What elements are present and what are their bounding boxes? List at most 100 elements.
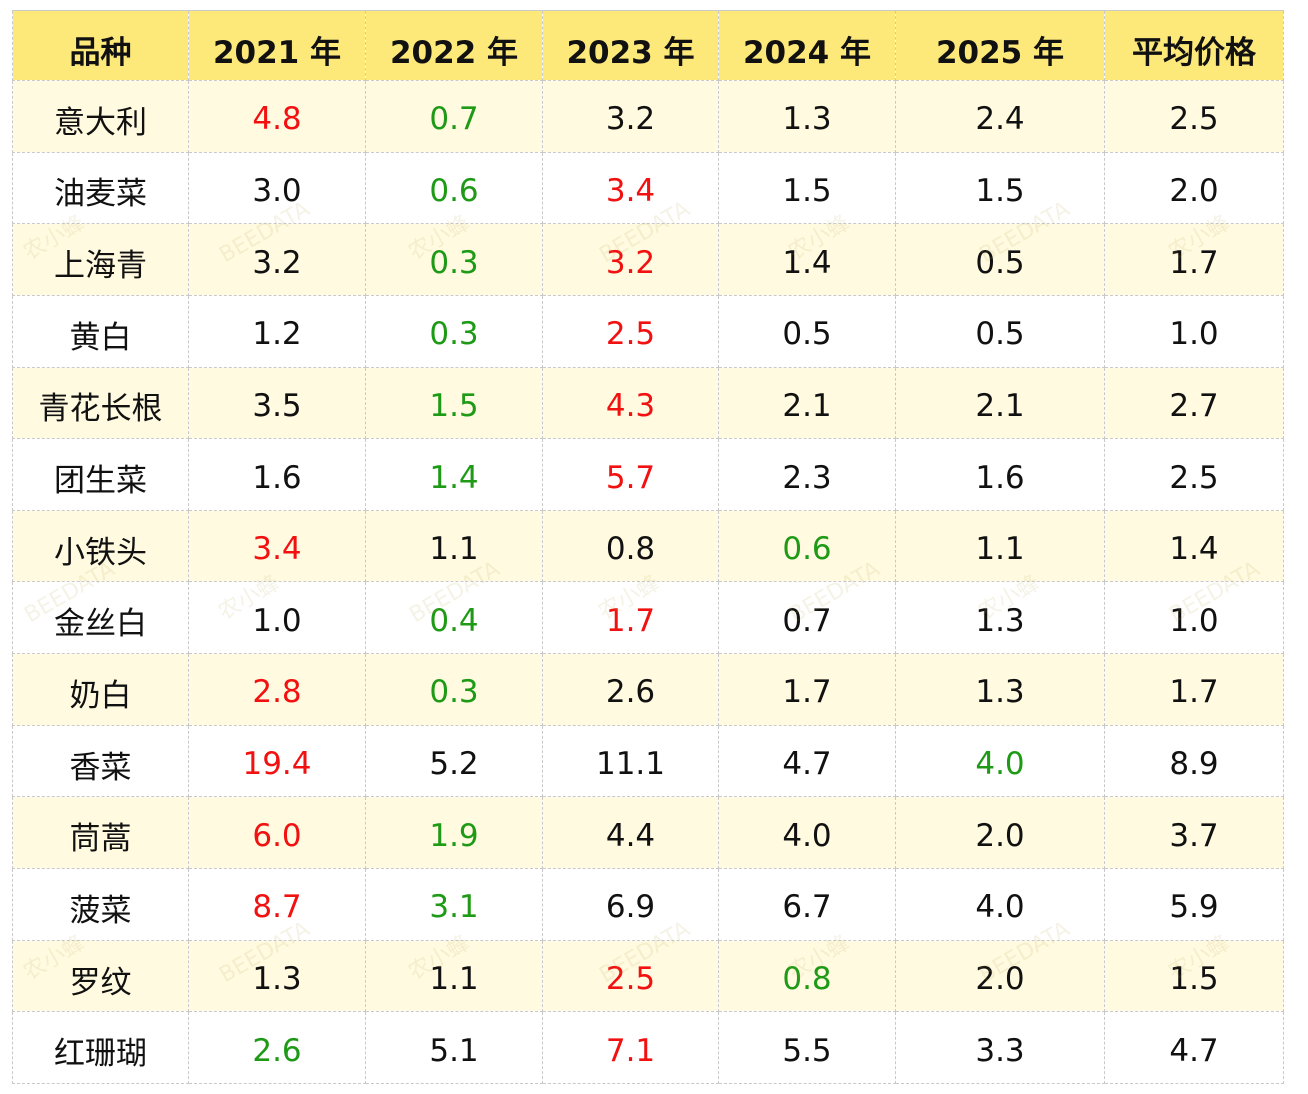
price-cell: 1.0 xyxy=(188,581,366,655)
variety-cell: 青花长根 xyxy=(12,366,189,440)
price-cell: 1.3 xyxy=(895,653,1105,726)
price-cell: 1.1 xyxy=(365,939,543,1013)
variety-cell: 黄白 xyxy=(12,294,189,368)
price-cell: 4.8 xyxy=(188,80,366,153)
price-cell: 5.2 xyxy=(365,724,543,798)
price-cell: 0.7 xyxy=(718,581,896,655)
price-cell: 2.6 xyxy=(542,653,719,726)
variety-cell: 红珊瑚 xyxy=(12,1011,189,1084)
price-cell: 1.3 xyxy=(718,80,896,153)
price-cell: 1.5 xyxy=(718,151,896,225)
table-row: 团生菜 1.6 1.4 5.7 2.3 1.6 2.5 xyxy=(12,438,1284,511)
average-price-cell: 1.7 xyxy=(1104,223,1284,296)
price-cell: 1.3 xyxy=(188,939,366,1013)
price-cell: 0.3 xyxy=(365,653,543,726)
price-cell: 1.3 xyxy=(895,581,1105,655)
header-2024: 2024 年 xyxy=(718,10,896,81)
header-2022: 2022 年 xyxy=(365,10,543,81)
variety-cell: 奶白 xyxy=(12,653,189,726)
price-cell: 3.2 xyxy=(188,223,366,296)
price-cell: 6.9 xyxy=(542,868,719,941)
variety-cell: 菠菜 xyxy=(12,868,189,941)
table-row: 上海青 3.2 0.3 3.2 1.4 0.5 1.7 xyxy=(12,223,1284,296)
price-cell: 3.3 xyxy=(895,1011,1105,1084)
average-price-cell: 4.7 xyxy=(1104,1011,1284,1084)
table-row: 油麦菜 3.0 0.6 3.4 1.5 1.5 2.0 xyxy=(12,151,1284,225)
table-row: 香菜 19.4 5.2 11.1 4.7 4.0 8.9 xyxy=(12,724,1284,798)
price-cell: 0.6 xyxy=(718,509,896,583)
price-cell: 0.7 xyxy=(365,80,543,153)
price-cell: 1.7 xyxy=(542,581,719,655)
price-cell: 0.3 xyxy=(365,294,543,368)
price-cell: 0.5 xyxy=(895,223,1105,296)
average-price-cell: 2.5 xyxy=(1104,438,1284,511)
price-table-container: 品种 2021 年 2022 年 2023 年 2024 年 2025 年 平均… xyxy=(12,10,1284,1084)
price-cell: 2.4 xyxy=(895,80,1105,153)
price-cell: 2.5 xyxy=(542,294,719,368)
table-row: 罗纹 1.3 1.1 2.5 0.8 2.0 1.5 xyxy=(12,939,1284,1013)
variety-cell: 金丝白 xyxy=(12,581,189,655)
price-cell: 1.1 xyxy=(895,509,1105,583)
price-cell: 2.0 xyxy=(895,939,1105,1013)
header-row: 品种 2021 年 2022 年 2023 年 2024 年 2025 年 平均… xyxy=(12,10,1284,81)
price-cell: 3.4 xyxy=(188,509,366,583)
average-price-cell: 1.5 xyxy=(1104,939,1284,1013)
price-cell: 2.0 xyxy=(895,796,1105,870)
price-cell: 2.1 xyxy=(895,366,1105,440)
price-cell: 4.3 xyxy=(542,366,719,440)
price-cell: 4.0 xyxy=(895,724,1105,798)
table-row: 青花长根 3.5 1.5 4.3 2.1 2.1 2.7 xyxy=(12,366,1284,440)
variety-cell: 团生菜 xyxy=(12,438,189,511)
header-variety: 品种 xyxy=(12,10,189,81)
price-cell: 4.7 xyxy=(718,724,896,798)
average-price-cell: 1.4 xyxy=(1104,509,1284,583)
price-cell: 2.1 xyxy=(718,366,896,440)
header-2021: 2021 年 xyxy=(188,10,366,81)
price-cell: 2.6 xyxy=(188,1011,366,1084)
price-cell: 3.2 xyxy=(542,223,719,296)
average-price-cell: 2.0 xyxy=(1104,151,1284,225)
price-table: 品种 2021 年 2022 年 2023 年 2024 年 2025 年 平均… xyxy=(12,10,1284,1084)
average-price-cell: 1.7 xyxy=(1104,653,1284,726)
table-row: 红珊瑚 2.6 5.1 7.1 5.5 3.3 4.7 xyxy=(12,1011,1284,1084)
table-row: 茼蒿 6.0 1.9 4.4 4.0 2.0 3.7 xyxy=(12,796,1284,870)
price-cell: 0.5 xyxy=(895,294,1105,368)
price-cell: 5.7 xyxy=(542,438,719,511)
price-cell: 4.0 xyxy=(718,796,896,870)
price-cell: 0.8 xyxy=(718,939,896,1013)
variety-cell: 小铁头 xyxy=(12,509,189,583)
price-cell: 4.0 xyxy=(895,868,1105,941)
average-price-cell: 2.5 xyxy=(1104,80,1284,153)
price-cell: 19.4 xyxy=(188,724,366,798)
price-cell: 0.6 xyxy=(365,151,543,225)
price-cell: 3.0 xyxy=(188,151,366,225)
table-body: 意大利 4.8 0.7 3.2 1.3 2.4 2.5 油麦菜 3.0 0.6 3.4 1.5 1.5 2… xyxy=(12,80,1284,1084)
table-row: 黄白 1.2 0.3 2.5 0.5 0.5 1.0 xyxy=(12,294,1284,368)
price-cell: 1.9 xyxy=(365,796,543,870)
header-2023: 2023 年 xyxy=(542,10,719,81)
price-cell: 0.8 xyxy=(542,509,719,583)
variety-cell: 茼蒿 xyxy=(12,796,189,870)
price-cell: 1.4 xyxy=(365,438,543,511)
variety-cell: 罗纹 xyxy=(12,939,189,1013)
header-2025: 2025 年 xyxy=(895,10,1105,81)
price-cell: 1.7 xyxy=(718,653,896,726)
price-cell: 3.2 xyxy=(542,80,719,153)
price-cell: 2.8 xyxy=(188,653,366,726)
price-cell: 1.6 xyxy=(895,438,1105,511)
price-cell: 1.5 xyxy=(365,366,543,440)
variety-cell: 意大利 xyxy=(12,80,189,153)
price-cell: 3.1 xyxy=(365,868,543,941)
average-price-cell: 5.9 xyxy=(1104,868,1284,941)
price-cell: 5.1 xyxy=(365,1011,543,1084)
price-cell: 5.5 xyxy=(718,1011,896,1084)
price-cell: 3.5 xyxy=(188,366,366,440)
average-price-cell: 2.7 xyxy=(1104,366,1284,440)
table-row: 意大利 4.8 0.7 3.2 1.3 2.4 2.5 xyxy=(12,80,1284,153)
price-cell: 0.5 xyxy=(718,294,896,368)
average-price-cell: 1.0 xyxy=(1104,294,1284,368)
price-cell: 6.0 xyxy=(188,796,366,870)
variety-cell: 香菜 xyxy=(12,724,189,798)
price-cell: 4.4 xyxy=(542,796,719,870)
table-row: 菠菜 8.7 3.1 6.9 6.7 4.0 5.9 xyxy=(12,868,1284,941)
